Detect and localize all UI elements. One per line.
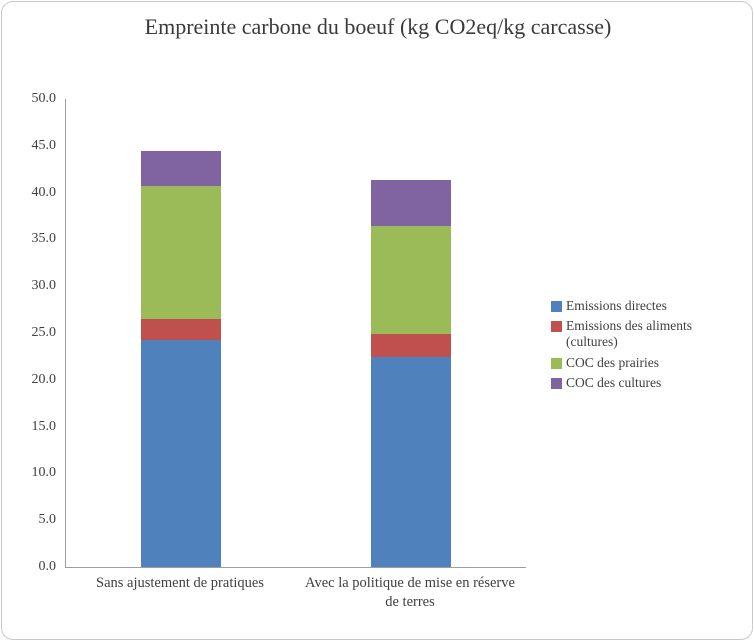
bar-segment-emissions-des-aliments-cultures (371, 333, 451, 358)
category-label: Sans ajustement de pratiques (96, 575, 264, 591)
stacked-bar (141, 99, 221, 567)
legend-swatch-coc-des-prairies (551, 357, 562, 369)
y-tick-label: 50.0 (31, 91, 57, 106)
category-label: Avec la politique de mise en réserve de … (305, 575, 515, 610)
y-tick-label: 20.0 (31, 371, 57, 387)
bar-segment-coc-des-cultures (371, 179, 451, 227)
bar-segment-emissions-directes (371, 357, 451, 567)
bar-segment-coc-des-prairies (371, 226, 451, 334)
legend-swatch-emissions-des-aliments-cultures (551, 321, 562, 333)
y-tick-label: 5.0 (38, 512, 57, 528)
legend-swatch-coc-des-cultures (551, 377, 562, 389)
y-tick-label: 15.0 (31, 418, 57, 434)
y-tick-label: 45.0 (31, 137, 57, 153)
y-tick-label: 0.0 (38, 559, 57, 574)
y-tick-label: 40.0 (31, 184, 57, 200)
bar-segment-coc-des-prairies (141, 186, 221, 319)
y-tick-label: 25.0 (31, 325, 57, 340)
y-tick-label: 35.0 (31, 231, 57, 247)
legend-item: Emissions des aliments (cultures) (551, 318, 746, 350)
legend-label: Emissions des aliments (cultures) (566, 318, 692, 350)
legend-item: COC des prairies (551, 355, 746, 371)
legend-item: COC des cultures (551, 375, 746, 391)
legend-label: Emissions directes (566, 298, 667, 313)
plot-area (65, 99, 526, 568)
y-tick-label: 30.0 (31, 278, 57, 294)
legend-label: COC des prairies (566, 354, 659, 370)
legend-label: COC des cultures (566, 374, 662, 390)
bar-segment-emissions-des-aliments-cultures (141, 318, 221, 340)
y-tick-label: 10.0 (31, 465, 57, 481)
stacked-bar (371, 99, 451, 567)
y-axis-ticks: 0.0 5.0 10.0 15.0 20.0 25.0 30.0 35.0 40.0 45.0 50… (10, 91, 57, 574)
category-slot (66, 99, 296, 567)
legend-swatch-emissions-directes (551, 301, 562, 312)
bar-segment-emissions-directes (141, 339, 221, 567)
category-slot (296, 99, 526, 567)
legend: Emissions directes Emissions des aliments… (551, 298, 746, 391)
chart-title: Empreinte carbone du boeuf (kg CO2eq/kg … (144, 14, 612, 39)
bar-segment-coc-des-cultures (141, 150, 221, 187)
legend-item: Emissions directes (551, 298, 746, 314)
x-axis-labels: Sans ajustement de pratiques Avec la poli… (65, 574, 525, 612)
